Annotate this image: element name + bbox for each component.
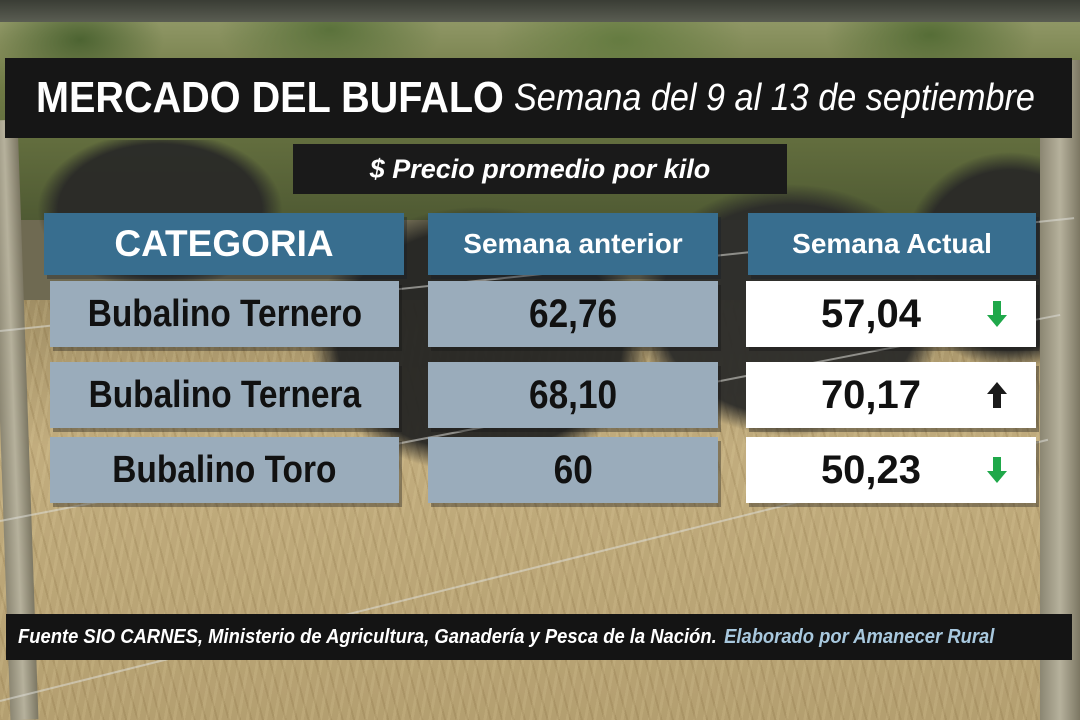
row-current-cell: 50,23 xyxy=(746,437,1036,503)
title-bar: MERCADO DEL BUFALO Semana del 9 al 13 de… xyxy=(5,58,1072,138)
background-fence-post-right xyxy=(1040,60,1080,720)
row-previous-value: 68,10 xyxy=(528,372,618,417)
column-header-label: Semana anterior xyxy=(463,228,683,259)
page-title: MERCADO DEL BUFALO xyxy=(36,73,505,122)
row-previous-cell: 62,76 xyxy=(428,281,718,347)
row-previous-value: 60 xyxy=(553,447,593,492)
arrow-down-icon xyxy=(987,301,1007,327)
column-header-previous-week: Semana anterior xyxy=(428,213,718,275)
price-label-bar: $ Precio promedio por kilo xyxy=(293,144,787,194)
page-subtitle: Semana del 9 al 13 de septiembre xyxy=(514,76,1035,119)
row-current-value: 50,23 xyxy=(820,447,922,492)
source-footer: Fuente SIO CARNES, Ministerio de Agricul… xyxy=(6,614,1072,660)
column-header-label: Semana Actual xyxy=(792,228,992,259)
row-category-cell: Bubalino Ternera xyxy=(50,362,399,428)
column-header-current-week: Semana Actual xyxy=(748,213,1036,275)
row-current-value: 70,17 xyxy=(820,372,922,417)
footer-credit: Elaborado por Amanecer Rural xyxy=(724,625,995,648)
arrow-up-icon xyxy=(987,382,1007,408)
row-previous-cell: 68,10 xyxy=(428,362,718,428)
background-fence-beam xyxy=(0,0,1080,22)
row-category: Bubalino Toro xyxy=(112,448,337,491)
column-header-label: CATEGORIA xyxy=(114,223,334,264)
background-buffalo-herd xyxy=(30,140,1070,580)
arrow-down-icon xyxy=(987,457,1007,483)
footer-text: Fuente SIO CARNES, Ministerio de Agricul… xyxy=(18,626,994,649)
row-previous-value: 62,76 xyxy=(528,291,618,336)
row-current-cell: 70,17 xyxy=(746,362,1036,428)
row-current-cell: 57,04 xyxy=(746,281,1036,347)
row-category: Bubalino Ternero xyxy=(87,292,362,335)
row-current-value: 57,04 xyxy=(820,291,922,336)
row-previous-cell: 60 xyxy=(428,437,718,503)
row-category-cell: Bubalino Toro xyxy=(50,437,399,503)
row-category: Bubalino Ternera xyxy=(88,373,361,416)
price-label: $ Precio promedio por kilo xyxy=(369,153,711,184)
footer-source: Fuente SIO CARNES, Ministerio de Agricul… xyxy=(18,625,717,648)
row-category-cell: Bubalino Ternero xyxy=(50,281,399,347)
column-header-category: CATEGORIA xyxy=(44,213,404,275)
